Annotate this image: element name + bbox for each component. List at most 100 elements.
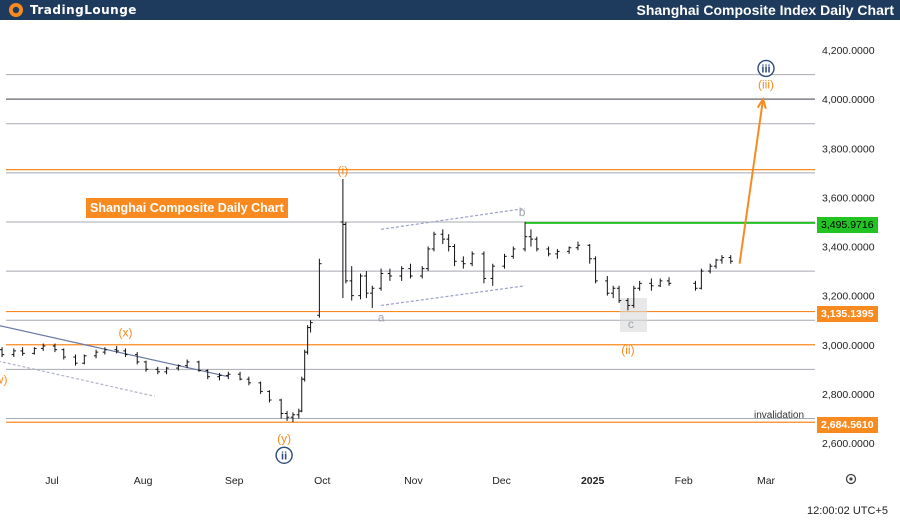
candle <box>693 280 698 291</box>
trend-line-upper-channel <box>381 207 526 230</box>
lounge-icon <box>9 3 23 17</box>
candle <box>32 347 37 355</box>
price-tag-invalidation: 2,684.5610 <box>817 417 878 433</box>
y-tick-label: 2,600.0000 <box>822 438 875 450</box>
candle <box>425 246 431 272</box>
candle <box>728 255 733 264</box>
candle <box>605 275 610 296</box>
x-tick-label: Feb <box>675 475 693 487</box>
candle <box>102 347 108 355</box>
candle <box>452 244 457 267</box>
chart-title: Shanghai Composite Index Daily Chart <box>636 2 895 18</box>
candle <box>205 369 210 380</box>
candle <box>52 343 58 353</box>
wave-label-text: b <box>519 205 526 219</box>
header-bar: TradingLounge Shanghai Composite Index D… <box>0 0 900 20</box>
candle <box>40 343 46 351</box>
candle <box>420 266 425 279</box>
x-tick-label: Dec <box>492 475 511 487</box>
wave-label-text: (w) <box>0 373 7 387</box>
candle <box>528 229 534 247</box>
candle <box>61 348 66 360</box>
candle <box>387 268 393 281</box>
projection-arrow-head <box>756 96 767 110</box>
candle <box>82 354 87 365</box>
x-tick-label: Nov <box>404 475 423 487</box>
wave-label-text: iii <box>761 63 770 75</box>
candle <box>176 364 181 371</box>
candle <box>502 253 507 269</box>
candle <box>566 246 572 254</box>
candle <box>616 285 622 303</box>
candle <box>637 280 642 291</box>
wave-label-text: (i) <box>338 163 349 177</box>
candle <box>143 360 149 372</box>
x-axis: Jul Aug Sep Oct Nov Dec 2025 Feb Mar <box>45 475 775 487</box>
price-tag-support: 3,135.1395 <box>817 306 878 322</box>
candle <box>20 347 25 356</box>
candle <box>305 325 310 355</box>
wave-label-text: (x) <box>118 325 132 339</box>
brand-logo: TradingLounge <box>8 2 137 18</box>
candle <box>164 366 169 375</box>
y-tick-label: 3,000.0000 <box>822 340 875 352</box>
candle <box>461 256 466 269</box>
candle <box>114 345 119 354</box>
wave-label-text: ii <box>281 450 287 462</box>
wave-label: (i) <box>338 163 349 177</box>
candle <box>284 411 290 421</box>
candle <box>446 234 451 252</box>
candle <box>217 372 222 381</box>
y-tick-label: 3,400.0000 <box>822 242 875 254</box>
candle <box>358 273 363 300</box>
y-tick-label: 3,200.0000 <box>822 291 875 303</box>
x-tick-label: Jul <box>45 475 58 487</box>
wave-label: c <box>628 317 634 331</box>
candle <box>364 271 369 299</box>
candle <box>555 248 560 259</box>
trend-line-layer <box>0 207 526 397</box>
candle <box>267 390 272 403</box>
candle <box>719 255 725 264</box>
candle-layer <box>0 178 733 423</box>
wave-label: iii <box>757 59 775 78</box>
candle <box>611 285 616 299</box>
candle <box>546 246 551 257</box>
wave-label-text: (iii) <box>758 77 774 91</box>
settings-gear-icon[interactable] <box>845 473 857 485</box>
candle <box>431 231 437 252</box>
y-tick-label: 4,000.0000 <box>822 94 875 106</box>
candle <box>278 398 284 419</box>
projection-arrow-shaft <box>738 98 765 264</box>
candle <box>343 221 349 284</box>
candle <box>237 371 243 381</box>
candle <box>631 285 636 308</box>
candle <box>522 221 528 252</box>
trend-line-wxy-upper <box>0 325 229 378</box>
candle <box>155 366 160 375</box>
candle <box>308 320 313 333</box>
candle <box>349 266 354 301</box>
candle <box>246 376 252 386</box>
projection-arrow-layer <box>738 96 767 264</box>
y-axis: 4,200.0000 4,000.0000 3,800.0000 3,600.0000… <box>822 45 875 450</box>
y-tick-label: 4,200.0000 <box>822 45 875 57</box>
price-level-layer <box>6 98 815 423</box>
wave-label: (y) <box>277 432 291 446</box>
candle <box>440 229 445 245</box>
candle <box>490 263 495 286</box>
candle <box>73 354 78 366</box>
candle <box>649 278 654 291</box>
candle <box>370 285 375 308</box>
invalidation-label: invalidation <box>754 410 805 421</box>
x-tick-label: Aug <box>134 475 153 487</box>
candle <box>123 348 128 358</box>
candle <box>93 349 99 359</box>
candle <box>587 244 592 264</box>
candle <box>135 352 140 365</box>
wave-label: a <box>378 311 385 325</box>
candle <box>625 298 631 311</box>
